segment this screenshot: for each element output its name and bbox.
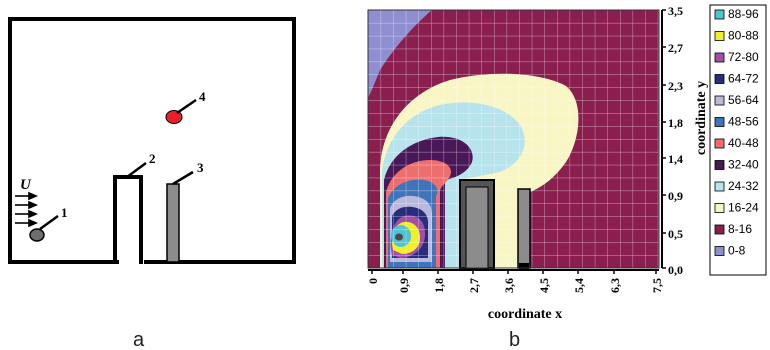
- legend-swatch: [714, 117, 725, 127]
- legend-swatch: [714, 224, 725, 235]
- legend-swatch: [714, 181, 725, 192]
- x-tick-label: 5,4: [572, 278, 586, 293]
- x-tick-label: 7,5: [650, 278, 664, 293]
- legend-label: 8-16: [728, 222, 752, 236]
- legend-label: 40-48: [728, 136, 759, 150]
- panel-b-label: b: [509, 329, 520, 350]
- legend-swatch: [714, 31, 725, 41]
- obstacle-3-b: [517, 188, 531, 269]
- x-tick-marks: [371, 270, 657, 274]
- leader-4: [176, 98, 197, 115]
- legend-swatch: [714, 9, 725, 20]
- x-tick-label: 6,3: [608, 278, 622, 293]
- legend-label: 48-56: [728, 115, 759, 129]
- legend-label: 32-40: [728, 158, 759, 172]
- panel-a-schematic: U 1 2 3 4 a: [8, 17, 296, 350]
- y-tick-label: 2,7: [668, 41, 683, 55]
- legend-label: 80-88: [728, 29, 759, 43]
- legend-label: 24-32: [728, 179, 759, 193]
- legend-swatch: [714, 138, 725, 149]
- label-4: 4: [199, 89, 206, 104]
- y-tick-label: 0,0: [668, 263, 683, 277]
- x-tick-label: 3,6: [502, 278, 516, 293]
- flow-label: U: [20, 177, 32, 193]
- legend-swatch: [714, 95, 725, 106]
- y-tick-label: 1,4: [668, 152, 683, 166]
- legend-swatch: [714, 52, 725, 63]
- domain-boundary: [8, 17, 296, 264]
- panel-b-obstacles: [459, 179, 531, 269]
- source-1-marker: [29, 228, 45, 242]
- y-tick-label: 3,5: [668, 4, 683, 18]
- plot-grid: [368, 10, 659, 268]
- legend-swatch: [714, 203, 725, 213]
- y-tick-label: 2,3: [668, 79, 683, 93]
- label-1: 1: [61, 205, 68, 220]
- plot-frame: [367, 9, 660, 269]
- y-axis-title: coordinate y: [694, 81, 709, 155]
- y-tick-label: 0,9: [668, 189, 683, 203]
- label-3: 3: [197, 160, 204, 175]
- y-tick-label: 0,5: [668, 227, 683, 241]
- leader-3: [172, 170, 194, 186]
- legend-label: 56-64: [728, 93, 759, 107]
- leader-2: [126, 161, 147, 179]
- x-tick-label: 0: [366, 278, 380, 284]
- panel-a-label: a: [133, 329, 145, 350]
- legend: 88-96 80-88 72-80 64-72 56-64 48-56 40-48 32-40…: [709, 4, 767, 276]
- obstacle-3-b-base: [519, 263, 529, 269]
- x-tick-labels: 0 0,9 1,8 2,7 3,6 4,5 5,4 6,3 7,5: [366, 278, 664, 293]
- legend-swatch: [714, 160, 725, 170]
- obstacle-2: [113, 175, 143, 264]
- x-tick-label: 2,7: [467, 278, 481, 293]
- x-tick-label: 4,5: [537, 278, 551, 293]
- obstacle-2-b-inner: [465, 186, 489, 269]
- legend-label: 0-8: [728, 244, 746, 258]
- y-tick-labels: 3,5 2,7 2,3 1,8 1,4 0,9 0,5 0,0: [668, 4, 683, 277]
- x-tick-label: 1,8: [432, 278, 446, 293]
- flow-arrows: [15, 191, 39, 228]
- legend-label: 16-24: [728, 201, 759, 215]
- x-axis-title: coordinate x: [488, 307, 562, 322]
- contour-plot: [368, 10, 659, 268]
- leader-1: [39, 214, 59, 231]
- legend-label: 88-96: [728, 7, 759, 21]
- legend-label: 64-72: [728, 72, 759, 86]
- obstacle-3: [166, 183, 180, 263]
- label-2: 2: [149, 151, 156, 166]
- legend-label: 72-80: [728, 50, 759, 64]
- x-tick-label: 0,9: [397, 278, 411, 293]
- y-tick-label: 1,8: [668, 116, 683, 130]
- legend-swatch: [714, 74, 725, 84]
- legend-swatch: [714, 246, 725, 256]
- y-tick-marks: [662, 9, 666, 269]
